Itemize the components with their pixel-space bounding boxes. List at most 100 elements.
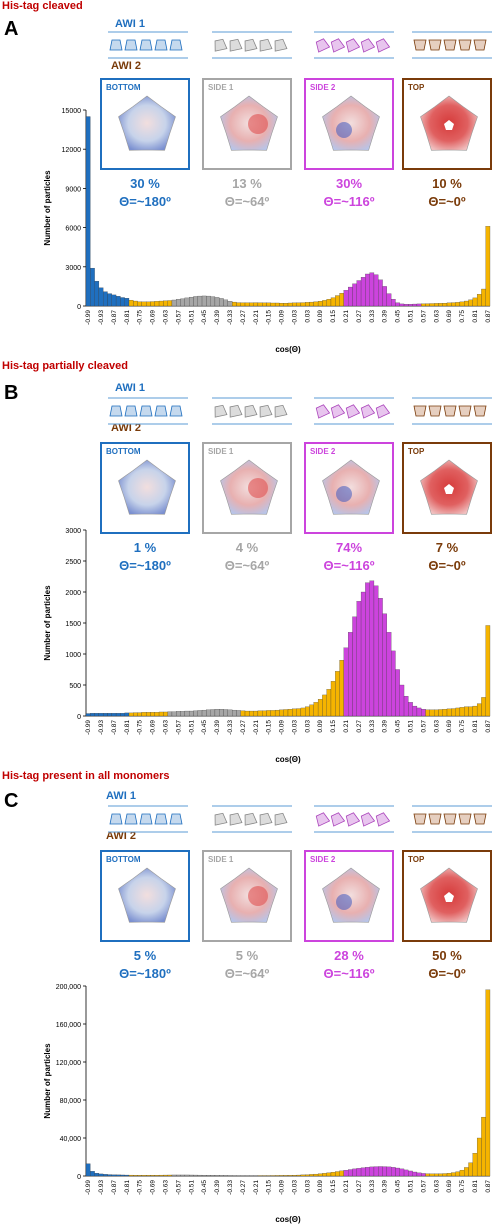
histogram-bar bbox=[348, 1169, 353, 1177]
histogram-bar bbox=[485, 625, 491, 717]
protein-glyph bbox=[330, 404, 346, 419]
panel-label: TOP bbox=[408, 855, 425, 864]
histogram-bar bbox=[438, 303, 443, 307]
histogram-bar bbox=[434, 1173, 439, 1177]
protein-glyph bbox=[428, 813, 442, 825]
histogram-bar bbox=[442, 303, 448, 307]
protein-glyph bbox=[109, 813, 123, 825]
histogram-bar bbox=[464, 706, 469, 717]
x-tick-label: -0.39 bbox=[214, 310, 221, 325]
histogram-bar bbox=[451, 1172, 456, 1177]
panel-label: TOP bbox=[408, 83, 425, 92]
histogram-bar bbox=[335, 1171, 340, 1177]
histogram-bar bbox=[111, 713, 117, 717]
protein-glyph bbox=[360, 38, 376, 53]
y-tick-label: 9000 bbox=[65, 186, 81, 193]
x-tick-label: 0.75 bbox=[459, 1180, 466, 1193]
histogram-bar bbox=[171, 299, 177, 307]
histogram-bar bbox=[425, 1173, 430, 1177]
x-tick-label: 0.63 bbox=[433, 1180, 440, 1193]
histogram-bar bbox=[115, 713, 121, 717]
protein-glyph bbox=[124, 39, 138, 51]
histogram-bar bbox=[171, 711, 177, 717]
histogram-bar bbox=[313, 702, 319, 717]
histogram-bar bbox=[305, 302, 310, 307]
percentage-label: 10 % bbox=[432, 176, 462, 191]
x-tick-label: 0.63 bbox=[433, 310, 440, 323]
histogram-bar bbox=[292, 302, 297, 307]
histogram-bar bbox=[244, 302, 250, 307]
histogram-bar bbox=[446, 1173, 452, 1177]
section-title: His-tag present in all monomers bbox=[2, 770, 170, 782]
histogram-bar bbox=[223, 1175, 228, 1177]
x-tick-label: -0.87 bbox=[111, 1180, 118, 1195]
awi2-label: AWI 2 bbox=[106, 830, 136, 842]
section-letter: A bbox=[4, 18, 19, 40]
y-tick-label: 200,000 bbox=[56, 984, 81, 991]
histogram-bar bbox=[274, 709, 280, 717]
histogram-bar bbox=[283, 709, 289, 717]
histogram-bar bbox=[391, 299, 396, 307]
histogram-bar bbox=[210, 296, 216, 307]
histogram-bar bbox=[356, 601, 362, 717]
histogram-bar bbox=[253, 710, 259, 717]
histogram-bar bbox=[206, 295, 211, 307]
protein-glyph bbox=[154, 39, 168, 51]
protein-side1-view-icon bbox=[220, 459, 278, 515]
x-tick-label: 0.39 bbox=[382, 310, 389, 323]
x-tick-label: -0.03 bbox=[291, 1180, 298, 1195]
panel-label: SIDE 1 bbox=[208, 855, 234, 864]
histogram-bar bbox=[416, 1172, 422, 1177]
protein-glyph bbox=[443, 39, 457, 51]
percentage-label: 1 % bbox=[133, 540, 157, 555]
x-tick-label: 0.15 bbox=[330, 310, 337, 323]
x-tick-label: -0.15 bbox=[266, 720, 273, 735]
protein-glyph bbox=[345, 38, 361, 53]
histogram-bar bbox=[219, 709, 224, 717]
histogram-bar bbox=[163, 1174, 168, 1177]
histogram-bar bbox=[115, 296, 121, 307]
x-tick-label: 0.39 bbox=[382, 1180, 389, 1193]
histogram-bar bbox=[356, 1168, 362, 1177]
histogram-bar bbox=[236, 302, 241, 307]
x-tick-label: 0.51 bbox=[407, 720, 414, 733]
histogram-bar bbox=[343, 647, 349, 717]
x-tick-label: -0.45 bbox=[201, 310, 208, 325]
histogram-bar bbox=[193, 710, 198, 717]
histogram-bar bbox=[236, 710, 241, 717]
x-tick-label: 0.09 bbox=[317, 1180, 324, 1193]
histogram-bar bbox=[270, 710, 276, 717]
protein-side1-view-icon bbox=[220, 867, 278, 923]
protein-glyph bbox=[139, 813, 153, 825]
histogram-bar bbox=[339, 660, 344, 717]
histogram-bar bbox=[193, 1174, 198, 1177]
histogram-bar bbox=[438, 709, 443, 717]
protein-glyph bbox=[229, 404, 243, 418]
view-panel-side1: SIDE 1 bbox=[202, 850, 292, 942]
histogram-bar bbox=[120, 713, 125, 717]
x-tick-label: -0.27 bbox=[240, 310, 247, 325]
x-tick-label: -0.33 bbox=[227, 310, 234, 325]
x-tick-label: 0.03 bbox=[304, 310, 311, 323]
theta-label: Θ=~180º bbox=[119, 194, 171, 209]
protein-glyph bbox=[428, 405, 442, 417]
x-tick-label: 0.63 bbox=[433, 720, 440, 733]
histogram-bar bbox=[232, 709, 237, 717]
histogram-bar bbox=[313, 301, 319, 307]
histogram-bar bbox=[146, 712, 151, 717]
histogram-bar bbox=[214, 1175, 220, 1177]
x-tick-label: -0.33 bbox=[227, 1180, 234, 1195]
histogram-bar bbox=[197, 1174, 203, 1177]
x-axis-label: cos(Θ) bbox=[275, 345, 301, 354]
histogram-bar bbox=[94, 713, 100, 717]
histogram-bar bbox=[150, 712, 155, 717]
protein-glyph bbox=[154, 813, 168, 825]
awi1-label: AWI 1 bbox=[106, 790, 136, 802]
panel-label: SIDE 2 bbox=[310, 83, 336, 92]
histogram-bar bbox=[421, 1173, 426, 1177]
histogram-bar bbox=[429, 303, 435, 307]
histogram-bar bbox=[219, 298, 224, 307]
x-tick-label: -0.45 bbox=[201, 720, 208, 735]
histogram-bar bbox=[455, 1171, 461, 1177]
histogram-bar bbox=[283, 303, 289, 307]
